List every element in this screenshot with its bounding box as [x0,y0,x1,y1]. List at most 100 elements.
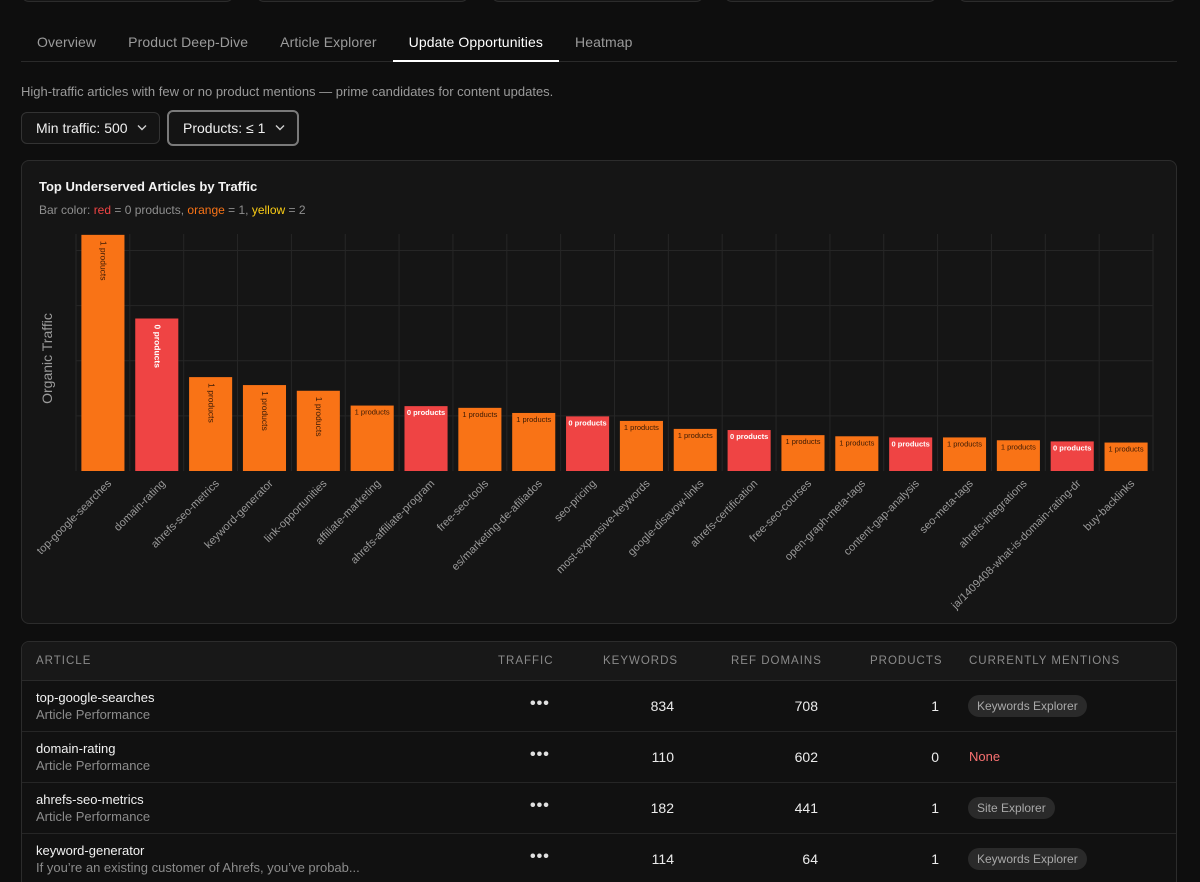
bar [1104,442,1148,471]
products-count: 1 [931,698,939,714]
keywords-value: 110 [651,749,674,765]
bar [566,416,610,471]
x-tick-label: es/marketing-de-afiliados [450,477,546,573]
products-count: 1 [931,851,939,867]
x-tick-label: seo-meta-tags [918,477,977,536]
article-subtitle: Article Performance [36,758,151,773]
x-tick-label: buy-backlinks [1082,477,1138,533]
opportunities-table: ARTICLE TRAFFIC KEYWORDS REF DOMAINS PRO… [21,641,1177,882]
x-tick-label: domain-rating [112,478,168,534]
bar-label: 1 products [516,415,551,424]
col-currently-mentions[interactable]: CURRENTLY MENTIONS [969,655,1121,667]
legend-prefix: Bar color: [39,203,94,217]
chevron-down-icon [137,122,147,134]
keywords-value: 114 [651,851,674,867]
summary-card [491,0,704,2]
bar [458,407,502,471]
chart-title: Top Underserved Articles by Traffic [39,179,258,194]
summary-card [256,0,469,2]
bar-chart: Organic Traffic 1 products top-google-sear… [35,234,1154,612]
tab-article-explorer[interactable]: Article Explorer [280,34,377,50]
tab-overview[interactable]: Overview [37,34,97,50]
article-subtitle: If you’re an existing customer of Ahrefs… [36,860,360,875]
col-products[interactable]: PRODUCTS [870,655,943,667]
bar [996,440,1040,471]
products-select[interactable]: Products: ≤ 1 [167,110,299,146]
table-row[interactable]: top-google-searches Article Performance … [22,681,1176,732]
bar-label: 1 products [260,391,270,431]
bar-label: 0 products [730,432,768,441]
keywords-value: 834 [650,698,674,714]
bar-label: 0 products [153,324,163,368]
bar [619,420,663,471]
col-traffic[interactable]: TRAFFIC [498,655,554,667]
legend-yellow: yellow [251,203,286,217]
bar-label: 1 products [314,397,324,437]
bar-label: 1 products [785,437,820,446]
bar-label: 1 products [839,438,874,447]
tab-heatmap[interactable]: Heatmap [574,34,633,50]
legend-orange: orange [187,203,225,217]
x-tick-label: top-google-searches [35,477,115,557]
bar-label: 1 products [99,241,109,281]
article-title[interactable]: keyword-generator [36,843,145,858]
bar [835,436,879,471]
traffic-more-icon[interactable]: ••• [530,695,550,712]
min-traffic-select[interactable]: Min traffic: 500 [21,112,160,144]
table-row[interactable]: domain-rating Article Performance ••• 11… [22,732,1176,783]
bar [942,437,987,471]
col-article[interactable]: ARTICLE [36,655,92,667]
bar [727,430,771,471]
x-tick-label: most-expensive-keywords [554,477,653,576]
article-title[interactable]: ahrefs-seo-metrics [36,792,144,807]
bar [296,390,340,471]
legend-red-text: = 0 products, [111,203,188,217]
col-ref-domains[interactable]: REF DOMAINS [731,655,822,667]
legend-orange-text: = 1, [224,203,252,217]
mention-badge: Keywords Explorer [968,848,1087,870]
bar [781,435,825,471]
table-row[interactable]: keyword-generator If you’re an existing … [22,834,1176,882]
x-tick-label: free-seo-tools [435,477,491,533]
mention-badge: Site Explorer [968,797,1055,819]
summary-cards-strip [21,0,1177,2]
mention-none: None [969,749,1001,764]
bar-label: 1 products [947,439,982,448]
products-value: Products: ≤ 1 [183,120,266,136]
article-subtitle: Article Performance [36,809,151,824]
bar [512,412,556,471]
products-count: 1 [931,800,939,816]
table-row[interactable]: ahrefs-seo-metrics Article Performance •… [22,783,1176,834]
mention-badge: Keywords Explorer [968,695,1087,717]
tab-bar: Overview Product Deep-Dive Article Explo… [21,24,1177,62]
chevron-down-icon [275,122,285,134]
tab-product-deep-dive[interactable]: Product Deep-Dive [128,34,249,50]
ref-domains-value: 441 [794,800,818,816]
bar-label: 0 products [568,418,606,427]
bar [81,234,125,471]
legend-red: red [93,203,112,217]
bar [189,377,233,471]
col-keywords[interactable]: KEYWORDS [603,655,679,667]
bar-label: 1 products [1001,442,1036,451]
article-subtitle: Article Performance [36,707,151,722]
legend-yellow-text: = 2 [285,203,306,217]
tab-update-opportunities[interactable]: Update Opportunities [392,24,559,62]
bar-label: 1 products [355,408,390,417]
traffic-more-icon[interactable]: ••• [530,746,550,763]
bar [404,406,448,471]
chart-legend: Bar color: red = 0 products, orange = 1,… [39,203,306,217]
bar [1050,441,1094,471]
traffic-more-icon[interactable]: ••• [530,797,550,814]
bar-label: 1 products [624,423,659,432]
article-title[interactable]: top-google-searches [36,690,155,705]
summary-card [724,0,937,2]
page-description: High-traffic articles with few or no pro… [21,84,554,99]
bar-label: 0 products [892,439,930,448]
traffic-more-icon[interactable]: ••• [530,848,550,865]
bar-label: 1 products [206,383,216,423]
bar [889,437,933,471]
ref-domains-value: 602 [794,749,818,765]
bar [350,405,394,471]
article-title[interactable]: domain-rating [36,741,116,756]
